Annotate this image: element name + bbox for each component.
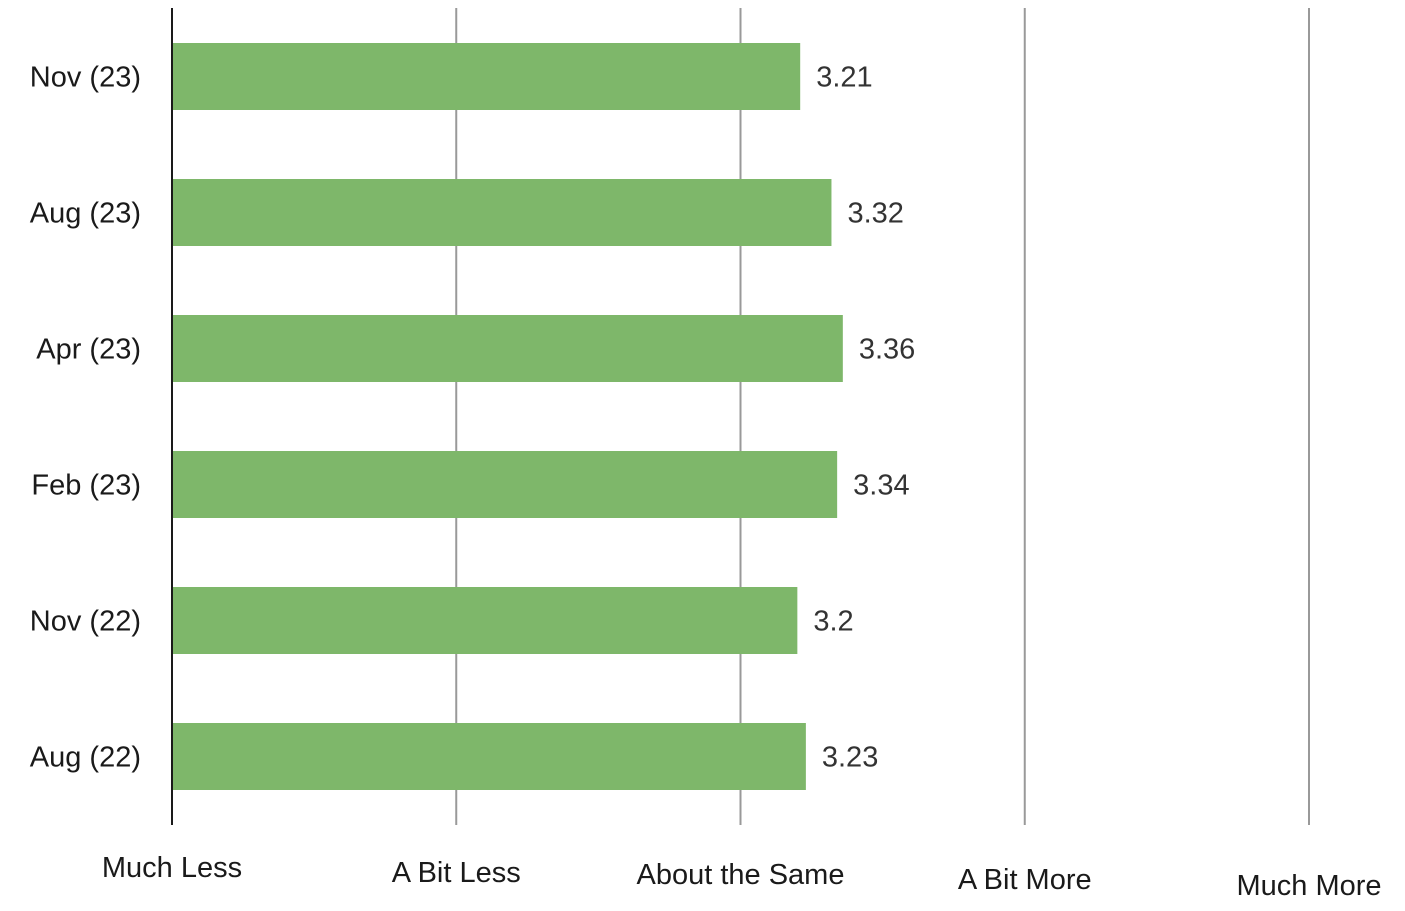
data-label: 3.21	[816, 62, 872, 94]
x-tick-label: A Bit More	[958, 864, 1092, 896]
x-tick-label: Much More	[1236, 870, 1381, 902]
category-label: Nov (23)	[30, 62, 141, 94]
value-labels: 3.21 3.32 3.36 3.34 3.2 3.23	[813, 62, 915, 774]
bar	[172, 179, 832, 246]
x-tick-label: About the Same	[637, 859, 845, 891]
category-label: Aug (23)	[30, 198, 141, 230]
bar	[172, 43, 801, 110]
category-label: Apr (23)	[36, 334, 141, 366]
bar	[172, 723, 806, 790]
category-labels: Nov (23) Aug (23) Apr (23) Feb (23) Nov (22)…	[30, 62, 141, 774]
bar	[172, 315, 843, 382]
category-label: Feb (23)	[31, 470, 141, 502]
data-label: 3.2	[813, 606, 853, 638]
bar	[172, 451, 838, 518]
data-label: 3.23	[822, 742, 878, 774]
bars	[172, 43, 843, 790]
data-label: 3.36	[859, 334, 915, 366]
x-tick-label: Much Less	[102, 852, 242, 884]
gridlines	[455, 8, 1310, 825]
data-label: 3.32	[847, 198, 903, 230]
x-tick-label: A Bit Less	[392, 857, 521, 889]
category-label: Nov (22)	[30, 606, 141, 638]
data-label: 3.34	[853, 470, 909, 502]
category-label: Aug (22)	[30, 742, 141, 774]
bar	[172, 587, 798, 654]
x-tick-labels: Much Less A Bit Less About the Same A Bit M…	[102, 852, 1382, 902]
